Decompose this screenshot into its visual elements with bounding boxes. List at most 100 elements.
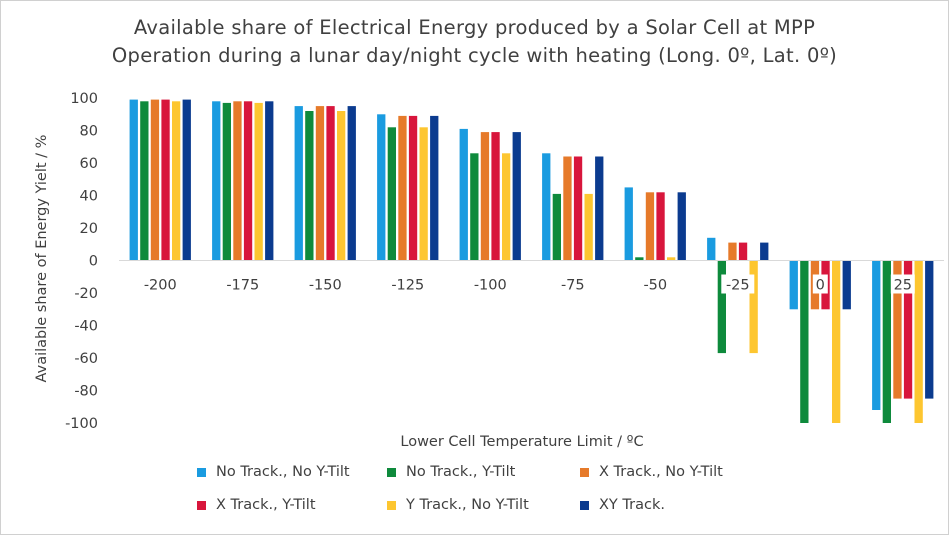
bar-3-4 bbox=[491, 132, 500, 261]
bar-1-2 bbox=[305, 111, 314, 261]
x-tick-label-bg-4 bbox=[469, 274, 512, 294]
legend-swatch-4 bbox=[387, 500, 396, 510]
bar-1-8 bbox=[800, 260, 809, 423]
bar-2-0 bbox=[150, 99, 160, 261]
bar-0-6 bbox=[624, 187, 633, 261]
legend-swatch-0 bbox=[197, 467, 206, 477]
x-tick-label-4: -100 bbox=[474, 278, 507, 294]
legend-item-1: No Track., Y-Tilt bbox=[387, 462, 515, 482]
bar-1-0 bbox=[140, 101, 149, 261]
x-tick-label-bg-7 bbox=[721, 274, 755, 294]
x-axis-title: Lower Cell Temperature Limit / ºC bbox=[400, 434, 643, 450]
y-tick-label-0: 100 bbox=[70, 91, 98, 107]
bar-5-0 bbox=[182, 99, 191, 261]
x-tick-label-3: -125 bbox=[391, 278, 424, 294]
bar-3-5 bbox=[573, 156, 583, 261]
bar-1-5 bbox=[552, 193, 561, 261]
legend-item-5: XY Track. bbox=[580, 495, 665, 515]
bar-0-2 bbox=[294, 106, 303, 261]
x-tick-label-bg-9 bbox=[890, 274, 915, 294]
chart-title-line-2: Operation during a lunar day/night cycle… bbox=[111, 44, 838, 67]
bar-1-9 bbox=[882, 260, 891, 423]
x-tick-label-bg-5 bbox=[556, 274, 590, 294]
bar-3-2 bbox=[326, 106, 335, 261]
legend-label-0: No Track., No Y-Tilt bbox=[216, 464, 350, 480]
x-tick-label-7: -25 bbox=[726, 278, 750, 294]
legend-label-1: No Track., Y-Tilt bbox=[406, 464, 516, 480]
x-tick-label-bg-6 bbox=[638, 274, 672, 294]
y-tick-label-6: -20 bbox=[74, 286, 98, 302]
chart-legend: No Track., No Y-Tilt No Track., Y-Tilt X T… bbox=[0, 462, 949, 522]
chart-title-line-1: Available share of Electrical Energy pro… bbox=[133, 16, 816, 39]
bar-0-8 bbox=[789, 260, 798, 310]
bar-3-7 bbox=[738, 242, 748, 261]
legend-label-3: X Track., Y-Tilt bbox=[216, 497, 316, 513]
bar-3-9 bbox=[903, 260, 913, 399]
bar-4-7 bbox=[749, 260, 758, 354]
bar-1-6 bbox=[635, 257, 644, 261]
bar-1-7 bbox=[717, 260, 726, 354]
bar-0-1 bbox=[212, 101, 221, 261]
x-tick-label-8: 0 bbox=[816, 278, 825, 294]
bar-5-9 bbox=[925, 260, 934, 399]
legend-label-5: XY Track. bbox=[599, 497, 665, 513]
x-tick-label-2: -150 bbox=[309, 278, 342, 294]
legend-item-3: X Track., Y-Tilt bbox=[197, 495, 316, 515]
y-tick-label-9: -80 bbox=[74, 384, 98, 400]
x-tick-label-5: -75 bbox=[561, 278, 585, 294]
bar-0-7 bbox=[707, 237, 716, 261]
bar-1-3 bbox=[387, 127, 396, 261]
bar-4-5 bbox=[584, 193, 593, 261]
x-tick-label-0: -200 bbox=[144, 278, 177, 294]
bar-5-3 bbox=[430, 115, 439, 261]
bar-5-7 bbox=[760, 242, 769, 261]
bar-0-3 bbox=[377, 114, 386, 261]
x-tick-label-bg-0 bbox=[139, 274, 182, 294]
bar-5-2 bbox=[347, 106, 356, 261]
legend-label-2: X Track., No Y-Tilt bbox=[599, 464, 723, 480]
bar-2-9 bbox=[893, 260, 902, 399]
legend-swatch-5 bbox=[580, 500, 589, 510]
x-tick-label-bg-1 bbox=[221, 274, 264, 294]
bar-4-9 bbox=[914, 260, 923, 423]
bar-3-6 bbox=[656, 192, 665, 261]
bar-2-2 bbox=[315, 106, 325, 261]
x-tick-label-bg-2 bbox=[304, 274, 347, 294]
legend-item-4: Y Track., No Y-Tilt bbox=[387, 495, 529, 515]
bar-2-1 bbox=[233, 101, 242, 261]
x-tick-label-1: -175 bbox=[226, 278, 259, 294]
bar-4-4 bbox=[502, 153, 511, 261]
bar-4-8 bbox=[832, 260, 841, 423]
y-tick-label-7: -40 bbox=[74, 319, 98, 335]
bar-4-6 bbox=[667, 257, 676, 261]
x-tick-label-bg-3 bbox=[386, 274, 429, 294]
y-axis-title: Available share of Energy Yielt / % bbox=[34, 135, 50, 383]
y-tick-label-2: 60 bbox=[80, 156, 98, 172]
bar-4-2 bbox=[337, 111, 346, 261]
bar-5-5 bbox=[595, 156, 604, 261]
bar-0-5 bbox=[542, 153, 551, 261]
bar-5-6 bbox=[677, 192, 686, 261]
y-tick-label-4: 20 bbox=[80, 221, 98, 237]
legend-swatch-2 bbox=[580, 467, 589, 477]
bar-0-0 bbox=[129, 99, 138, 261]
bar-0-4 bbox=[459, 128, 468, 261]
legend-swatch-3 bbox=[197, 500, 206, 510]
bar-1-4 bbox=[470, 153, 479, 261]
x-tick-label-9: 25 bbox=[894, 278, 912, 294]
y-tick-label-3: 40 bbox=[80, 189, 98, 205]
bar-4-3 bbox=[419, 127, 428, 261]
bar-2-3 bbox=[398, 115, 407, 261]
bar-1-1 bbox=[222, 102, 231, 261]
bar-0-9 bbox=[872, 260, 881, 410]
bar-4-0 bbox=[172, 101, 181, 261]
bar-3-1 bbox=[243, 101, 253, 261]
y-tick-label-10: -100 bbox=[65, 416, 98, 432]
x-tick-label-bg-8 bbox=[812, 274, 828, 294]
legend-swatch-1 bbox=[387, 467, 396, 477]
bar-2-4 bbox=[480, 132, 490, 261]
bar-2-6 bbox=[645, 192, 655, 261]
bar-5-4 bbox=[512, 132, 521, 261]
y-tick-label-8: -60 bbox=[74, 351, 98, 367]
